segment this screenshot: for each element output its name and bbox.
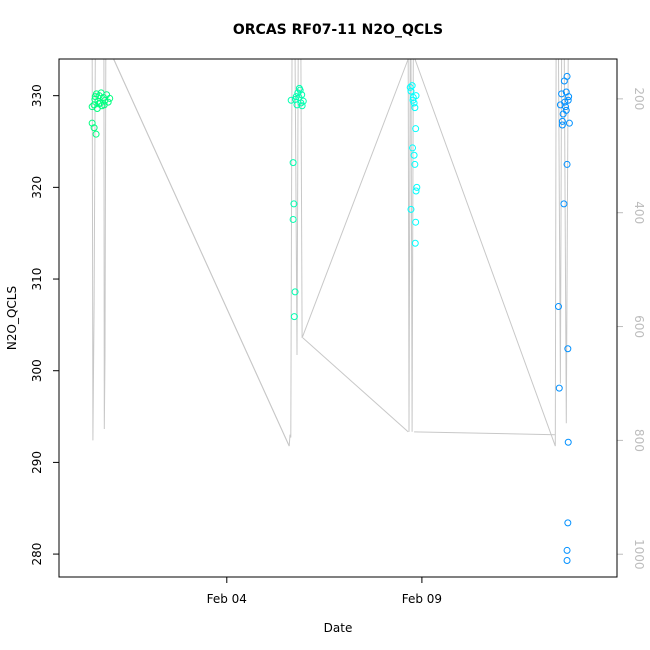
data-point-series-2 — [287, 96, 295, 104]
x-axis-label: Date — [324, 621, 353, 635]
plot-frame — [58, 58, 618, 578]
data-point-series-4 — [564, 345, 572, 353]
chart-title: ORCAS RF07-11 N2O_QCLS — [233, 22, 443, 38]
data-point-series-4 — [564, 438, 572, 446]
pressure-transit-segment-1 — [113, 58, 290, 447]
data-point-series-3 — [410, 151, 418, 159]
axes-layer: 280 290 300 310 320 330 Feb 04 Feb 09 200 400 600 8… — [30, 84, 646, 606]
data-point-series-3 — [408, 82, 416, 90]
y-tick-label: 300 — [30, 359, 44, 382]
data-point-series-4 — [555, 384, 563, 392]
y2-tick-label: 1000 — [632, 539, 646, 570]
data-point-series-4 — [558, 90, 566, 98]
y-tick-label: 320 — [30, 176, 44, 199]
data-point-series-2 — [291, 288, 299, 296]
y-axis-label: N2O_QCLS — [5, 286, 19, 350]
data-point-series-1 — [88, 119, 96, 127]
data-point-series-2 — [298, 91, 306, 99]
data-point-series-2 — [295, 84, 303, 92]
data-point-series-4 — [554, 303, 562, 311]
x-tick-label: Feb 04 — [207, 592, 247, 606]
y-tick-label: 310 — [30, 268, 44, 291]
data-point-series-4 — [565, 119, 573, 127]
data-points-layer — [88, 72, 573, 564]
data-point-series-2 — [298, 102, 306, 110]
data-point-series-2 — [289, 215, 297, 223]
data-point-series-4 — [563, 160, 571, 168]
data-point-series-4 — [558, 121, 566, 129]
data-point-series-1 — [90, 124, 98, 132]
data-point-series-2 — [299, 97, 307, 105]
data-point-series-1 — [92, 130, 100, 138]
y-tick-label: 280 — [30, 543, 44, 566]
data-point-series-2 — [289, 159, 297, 167]
data-point-series-4 — [564, 96, 572, 104]
data-point-series-4 — [558, 117, 566, 125]
data-point-series-4 — [562, 106, 570, 114]
data-point-series-4 — [564, 519, 572, 527]
data-point-series-1 — [97, 89, 105, 97]
data-point-series-2 — [290, 313, 298, 321]
data-point-series-3 — [409, 144, 417, 152]
data-point-series-4 — [561, 98, 569, 106]
pressure-trace-layer — [91, 58, 569, 447]
y2-tick-label: 600 — [632, 315, 646, 338]
data-point-series-3 — [407, 205, 415, 213]
y-tick-label: 330 — [30, 84, 44, 107]
data-point-series-3 — [412, 187, 420, 195]
data-point-series-4 — [563, 556, 571, 564]
pressure-transit-segment-3 — [414, 431, 556, 436]
data-point-series-1 — [100, 101, 108, 109]
data-point-series-4 — [561, 103, 569, 111]
data-point-series-3 — [412, 218, 420, 226]
pressure-trace-line — [91, 58, 569, 447]
data-point-series-1 — [106, 94, 114, 102]
data-point-series-1 — [93, 105, 101, 113]
data-point-series-3 — [411, 104, 419, 112]
data-point-series-3 — [411, 160, 419, 168]
x-tick-label: Feb 09 — [402, 592, 442, 606]
y2-tick-label: 800 — [632, 429, 646, 452]
y2-tick-label: 400 — [632, 201, 646, 224]
data-point-series-3 — [409, 96, 417, 104]
data-point-series-3 — [411, 239, 419, 247]
data-point-series-2 — [290, 200, 298, 208]
data-point-series-4 — [565, 93, 573, 101]
pressure-transit-segment-2 — [302, 337, 409, 433]
y2-tick-label: 200 — [632, 87, 646, 110]
data-point-series-4 — [560, 200, 568, 208]
data-point-series-2 — [291, 95, 299, 103]
data-point-series-3 — [413, 183, 421, 191]
y-tick-label: 290 — [30, 451, 44, 474]
data-point-series-3 — [412, 125, 420, 133]
data-point-series-1 — [91, 93, 99, 101]
data-point-series-4 — [563, 546, 571, 554]
data-point-series-3 — [406, 83, 414, 91]
data-point-series-3 — [412, 92, 420, 100]
data-point-series-4 — [563, 72, 571, 80]
